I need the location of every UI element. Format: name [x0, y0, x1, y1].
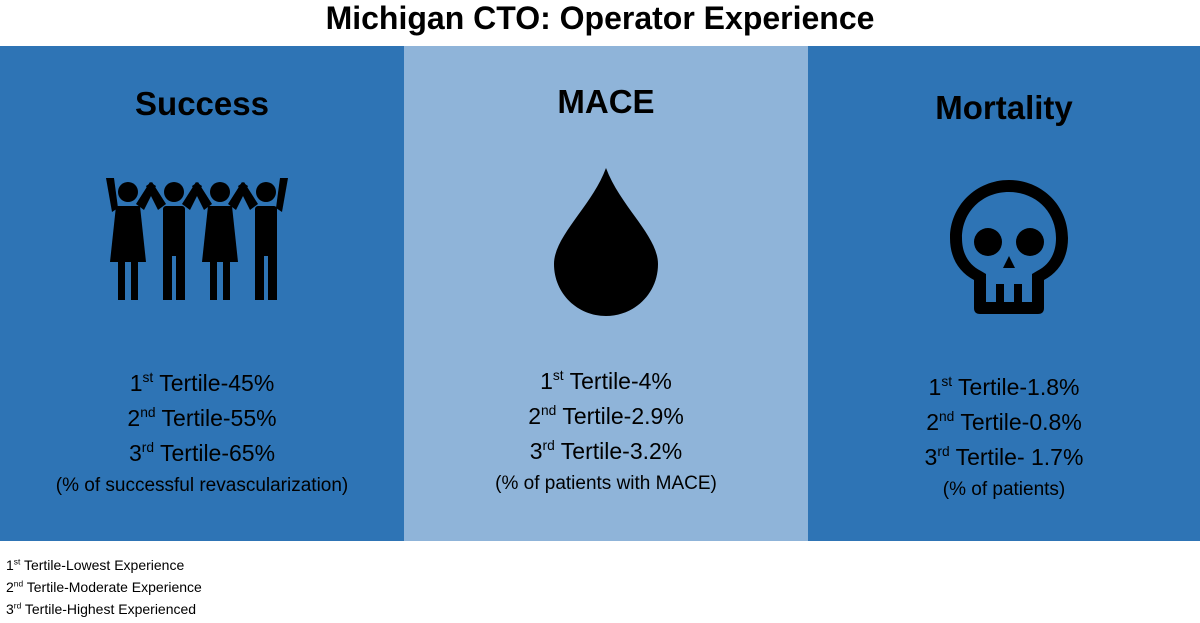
- page-title: Michigan CTO: Operator Experience: [325, 0, 875, 36]
- skull-icon: [950, 180, 1068, 314]
- success-tertile-2: 2nd Tertile-55%: [127, 405, 277, 431]
- mortality-tertile-2: 2nd Tertile-0.8%: [926, 409, 1082, 435]
- legend-row-2: 2nd Tertile-Moderate Experience: [6, 578, 202, 595]
- mace-tertile-3: 3rd Tertile-3.2%: [529, 438, 683, 464]
- success-panel: Success: [0, 46, 404, 541]
- mortality-panel: Mortality 1st Tertile-1.8% 2nd Tertile-0…: [808, 46, 1200, 541]
- tertile-legend: 1st Tertile-Lowest Experience 2nd Tertil…: [6, 554, 202, 620]
- success-tertile-1: 1st Tertile-45%: [129, 370, 275, 396]
- blood-drop-icon: [554, 168, 658, 316]
- mortality-heading: Mortality: [935, 89, 1073, 126]
- mace-heading: MACE: [557, 83, 655, 120]
- mortality-tertile-3: 3rd Tertile- 1.7%: [924, 444, 1084, 470]
- success-tertile-3: 3rd Tertile-65%: [128, 440, 276, 466]
- mortality-stats: 1st Tertile-1.8% 2nd Tertile-0.8% 3rd Te…: [808, 370, 1200, 505]
- people-group-icon: [106, 178, 288, 300]
- success-heading: Success: [135, 85, 269, 122]
- mace-stats: 1st Tertile-4% 2nd Tertile-2.9% 3rd Tert…: [404, 364, 808, 499]
- mace-note: (% of patients with MACE): [495, 473, 717, 494]
- success-stats: 1st Tertile-45% 2nd Tertile-55% 3rd Tert…: [0, 366, 404, 501]
- mortality-tertile-1: 1st Tertile-1.8%: [928, 374, 1080, 400]
- mortality-note: (% of patients): [942, 479, 1066, 500]
- legend-row-1: 1st Tertile-Lowest Experience: [6, 556, 185, 573]
- legend-row-3: 3rd Tertile-Highest Experienced: [6, 600, 197, 617]
- mace-panel: MACE 1st Tertile-4% 2nd Tertile-2.9% 3rd…: [404, 46, 808, 541]
- success-note: (% of successful revascularization): [55, 475, 349, 496]
- mace-tertile-1: 1st Tertile-4%: [540, 368, 672, 394]
- mace-tertile-2: 2nd Tertile-2.9%: [528, 403, 684, 429]
- metrics-panels: Success: [0, 46, 1200, 541]
